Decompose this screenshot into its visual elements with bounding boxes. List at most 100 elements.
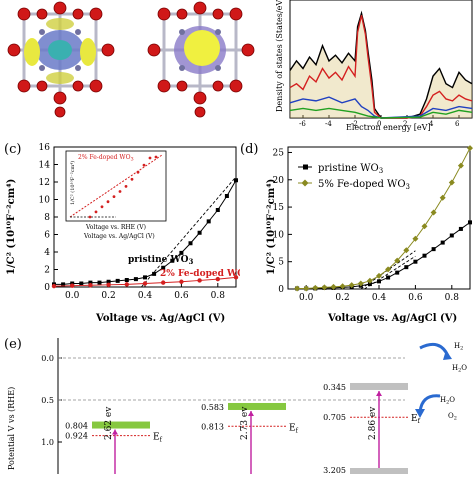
panel-d-point: [412, 235, 419, 242]
panel-d-ytick-label: 25: [273, 148, 285, 158]
panel-c-fit-line: [141, 176, 237, 288]
panel-c-point: [88, 283, 93, 288]
band-gap-arrowhead: [376, 390, 382, 396]
panel-d-point: [376, 272, 382, 279]
panel-c-point: [179, 250, 184, 255]
dos-xtick-label: 2: [403, 120, 407, 128]
panel-c-ytick-label: 14: [39, 161, 51, 171]
dos-ylabel: Density of states (States/eV/c: [275, 0, 284, 112]
dos-xtick-label: 6: [455, 120, 460, 128]
panel-c-inset-point: [94, 210, 98, 214]
panel-d-ytick-label: 0: [278, 285, 284, 295]
h2o-label-bottom: H2O: [440, 396, 455, 406]
panel-c-point: [215, 276, 220, 282]
ef-value-label: 0.705: [323, 413, 346, 422]
panel-c-ytick-label: 8: [44, 213, 50, 223]
panel-c-point: [115, 278, 120, 283]
panel-d-point: [413, 259, 418, 264]
panel-c-inset-point: [130, 177, 134, 181]
panel-d-point: [367, 282, 372, 287]
panel-c-point: [161, 265, 166, 270]
dos-chart: Density of states (States/eV/c -6 -4 -2 0 2 4…: [275, 0, 473, 132]
panel-c-label-doped: 2% Fe-doped WO3: [160, 269, 240, 280]
panel-c-point: [188, 241, 193, 246]
panel-d-point: [377, 279, 381, 284]
panel-c-ytick-label: 0: [44, 283, 50, 293]
panel-d-point: [440, 240, 445, 245]
panel-c-point: [161, 280, 166, 285]
dos-xlabel: Electron energy [eV]: [346, 123, 431, 132]
panel-c-inset-legend: 2% Fe-doped WO3: [78, 154, 134, 163]
panel-c-point: [51, 283, 57, 289]
panel-c-inset-point: [100, 205, 104, 209]
panel-d-ytick-label: 5: [278, 258, 284, 268]
panel-c-point: [88, 280, 93, 285]
panel-d-point: [430, 209, 437, 216]
panel-d-xtick-label: 0.4: [372, 293, 387, 303]
panel-e-ytick-label: 1.0: [41, 438, 54, 447]
panel-c-xtick-label: 0.8: [211, 291, 226, 301]
panel-d-point: [339, 283, 346, 290]
panel-d-point: [467, 145, 473, 152]
panel-d-ylabel: 1/C² (10¹⁰F⁻²cm⁴): [266, 179, 277, 275]
panel-c-point: [170, 258, 175, 263]
dos-xtick-label: 0: [377, 120, 381, 128]
band-gap-arrowhead: [248, 410, 254, 416]
panel-c-point: [124, 278, 129, 282]
panel-c-xlabel: Voltage vs. Ag/AgCl (V): [95, 313, 225, 324]
panel-c-ytick-label: 10: [39, 196, 51, 206]
panel-c-point: [143, 275, 147, 280]
panel-c-inset-xlabel2: Voltage vs. Ag/AgCl (V): [83, 233, 155, 240]
panel-d-legend-label: 5% Fe-doped WO3: [318, 179, 410, 191]
panel-d-point: [457, 162, 464, 169]
panel-c-ytick-label: 4: [44, 248, 50, 258]
band-gap-label: 2.86 ev: [368, 406, 378, 440]
panel-c: (c) 1/C² (10¹⁰F⁻²cm⁴) 0 2 4 6 8 10 12 14 16 0.0 0.…: [0, 135, 250, 325]
panel-c-inset-point: [118, 190, 122, 193]
dos-series-line: [289, 96, 473, 119]
band-gap-label: 2.62 ev: [104, 406, 114, 440]
ef-value-label: 0.924: [65, 432, 88, 441]
panel-e-label: (e): [4, 337, 22, 352]
panel-c-point: [79, 281, 84, 286]
panel-d-point: [422, 253, 427, 258]
valence-band-bar: [350, 468, 408, 474]
cb-value-label: 0.804: [65, 422, 88, 431]
panel-c-point: [179, 279, 184, 284]
panel-c-inset-point: [142, 163, 146, 167]
panel-c-point: [70, 283, 75, 288]
ef-symbol: Ef: [411, 414, 421, 425]
panel-d-point: [449, 233, 454, 238]
panel-c-point: [106, 282, 111, 288]
panel-c-ytick-label: 6: [44, 231, 50, 241]
o2-label: O2: [448, 412, 457, 422]
panel-d-point: [448, 179, 455, 186]
panel-c-ytick-label: 16: [39, 143, 51, 153]
panel-d-point: [394, 257, 401, 264]
ef-value-label: 0.813: [201, 422, 224, 431]
panel-c-point: [215, 208, 220, 212]
panel-d-point: [330, 283, 337, 290]
panel-d-point: [348, 282, 355, 289]
panel-d-point: [386, 275, 391, 280]
panel-c-inset-point: [148, 156, 152, 160]
panel-d-point: [404, 265, 409, 270]
h2-label: H2: [454, 342, 463, 352]
panel-c-point: [124, 282, 129, 287]
conduction-band-bar: [228, 402, 286, 410]
panel-c-xtick-label: 0.4: [138, 291, 153, 301]
panel-c-inset: 2% Fe-doped WO3 1/C² (10¹⁰F⁻²cm⁴) Voltag…: [65, 150, 167, 240]
panel-c-inset-ylabel: 1/C² (10¹⁰F⁻²cm⁴): [69, 161, 76, 205]
panel-d-ytick-label: 20: [273, 176, 285, 186]
panel-c-point: [197, 278, 202, 283]
panel-e-ytick-label: 0.5: [41, 396, 54, 405]
panel-c-point: [61, 282, 66, 287]
panel-c-inset-xlabel: Voltage vs. RHE (V): [85, 224, 146, 231]
panel-c-inset-point: [136, 170, 140, 174]
panel-d-point: [312, 284, 319, 291]
conduction-band-bar: [92, 421, 150, 429]
panel-c-point: [152, 271, 157, 276]
panel-c-point: [224, 194, 229, 198]
panel-c-inset-point: [154, 155, 158, 159]
panel-d-point: [385, 266, 392, 273]
